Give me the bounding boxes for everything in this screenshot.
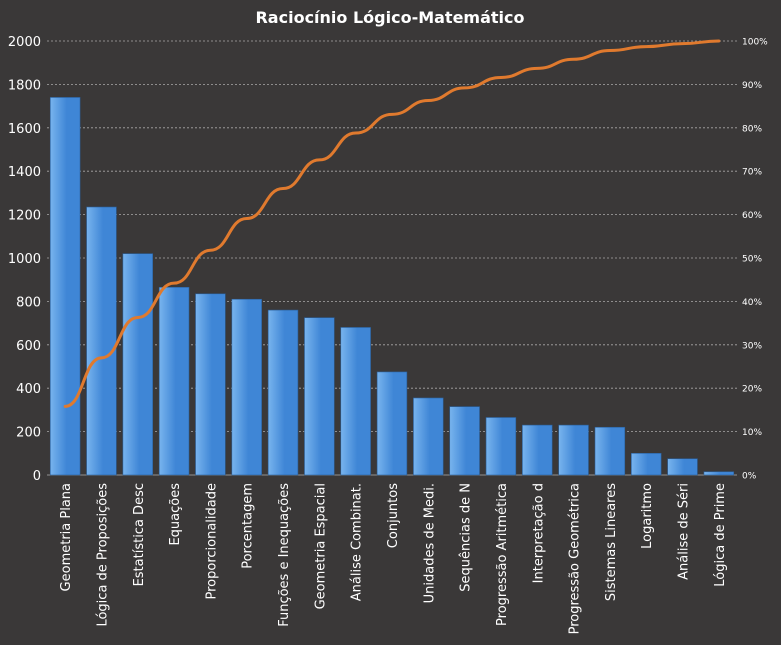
bar	[594, 426, 626, 476]
y-tick-label: 2000	[8, 35, 41, 50]
x-category-label: Funções e Inequações	[277, 483, 292, 627]
y-tick-label: 0	[33, 469, 41, 484]
x-category-label: Unidades de Medi.	[422, 483, 437, 603]
bar	[558, 424, 589, 476]
bar	[304, 317, 335, 476]
x-category-label: Análise de Séri	[677, 483, 692, 580]
bar	[667, 458, 698, 476]
y-tick-label: 1000	[8, 252, 41, 267]
y-tick-label: 1400	[8, 165, 41, 180]
bar	[522, 424, 553, 476]
x-category-label: Lógica de Proposições	[95, 483, 110, 627]
x-category-label: Equações	[168, 483, 183, 546]
y2-tick-label: 40%	[742, 298, 762, 308]
y-tick-label: 200	[16, 426, 41, 441]
bar	[267, 309, 299, 476]
y-axis-labels: 0 200 400 600 800 1000 1200 1400 1600 1800 2000	[8, 35, 41, 484]
bar	[86, 206, 117, 476]
x-axis-labels: Geometria Plana Lógica de Proposições Esta…	[59, 483, 728, 635]
x-category-label: Estatística Desc	[132, 483, 147, 586]
y-tick-label: 1600	[8, 122, 41, 137]
y-tick-label: 800	[16, 295, 41, 310]
bar	[413, 397, 444, 476]
x-category-label: Sequências de N	[459, 483, 474, 592]
x-category-label: Sistemas Lineares	[604, 483, 619, 601]
x-category-label: Análise Combinat.	[350, 483, 365, 601]
y2-tick-label: 30%	[742, 341, 762, 351]
y2-tick-label: 0%	[742, 472, 757, 482]
x-category-label: Proporcionalidade	[204, 483, 219, 600]
y2-tick-label: 70%	[742, 168, 762, 178]
chart-title: Raciocínio Lógico-Matemático	[255, 8, 524, 27]
y-tick-label: 1200	[8, 209, 41, 224]
x-category-label: Progressão Aritmética	[495, 483, 510, 626]
bar	[195, 293, 226, 476]
bar	[449, 406, 480, 476]
bar	[631, 452, 662, 476]
bar	[231, 298, 262, 476]
cumulative-line-layer	[63, 39, 721, 408]
bar	[158, 286, 190, 476]
x-category-label: Geometria Plana	[59, 483, 74, 591]
bar	[485, 417, 517, 476]
bar	[49, 97, 81, 476]
y2-tick-label: 10%	[742, 428, 762, 438]
y2-tick-label: 60%	[742, 211, 762, 221]
y2-axis-labels: 0% 10% 20% 30% 40% 50% 60% 70% 80% 90% 100%	[742, 38, 768, 482]
y2-tick-label: 100%	[742, 38, 768, 48]
y2-tick-label: 80%	[742, 124, 762, 134]
x-category-label: Lógica de Prime	[713, 483, 728, 587]
bar	[703, 471, 735, 476]
bar	[122, 253, 153, 476]
bars-layer	[49, 97, 735, 476]
y2-tick-label: 50%	[742, 255, 762, 265]
bar	[340, 327, 371, 476]
y2-tick-label: 90%	[742, 81, 762, 91]
y-tick-label: 1800	[8, 78, 41, 93]
y-tick-label: 400	[16, 382, 41, 397]
y2-tick-label: 20%	[742, 385, 762, 395]
y-tick-label: 600	[16, 339, 41, 354]
cumulative-percent-line	[63, 39, 721, 408]
x-category-label: Progressão Geométrica	[568, 483, 583, 634]
bar	[376, 371, 408, 476]
x-category-label: Geometria Espacial	[313, 483, 328, 609]
x-category-label: Conjuntos	[386, 483, 401, 548]
x-category-label: Porcentagem	[241, 483, 256, 569]
x-category-label: Interpretação d	[531, 483, 546, 583]
x-category-label: Logaritmo	[640, 483, 655, 549]
